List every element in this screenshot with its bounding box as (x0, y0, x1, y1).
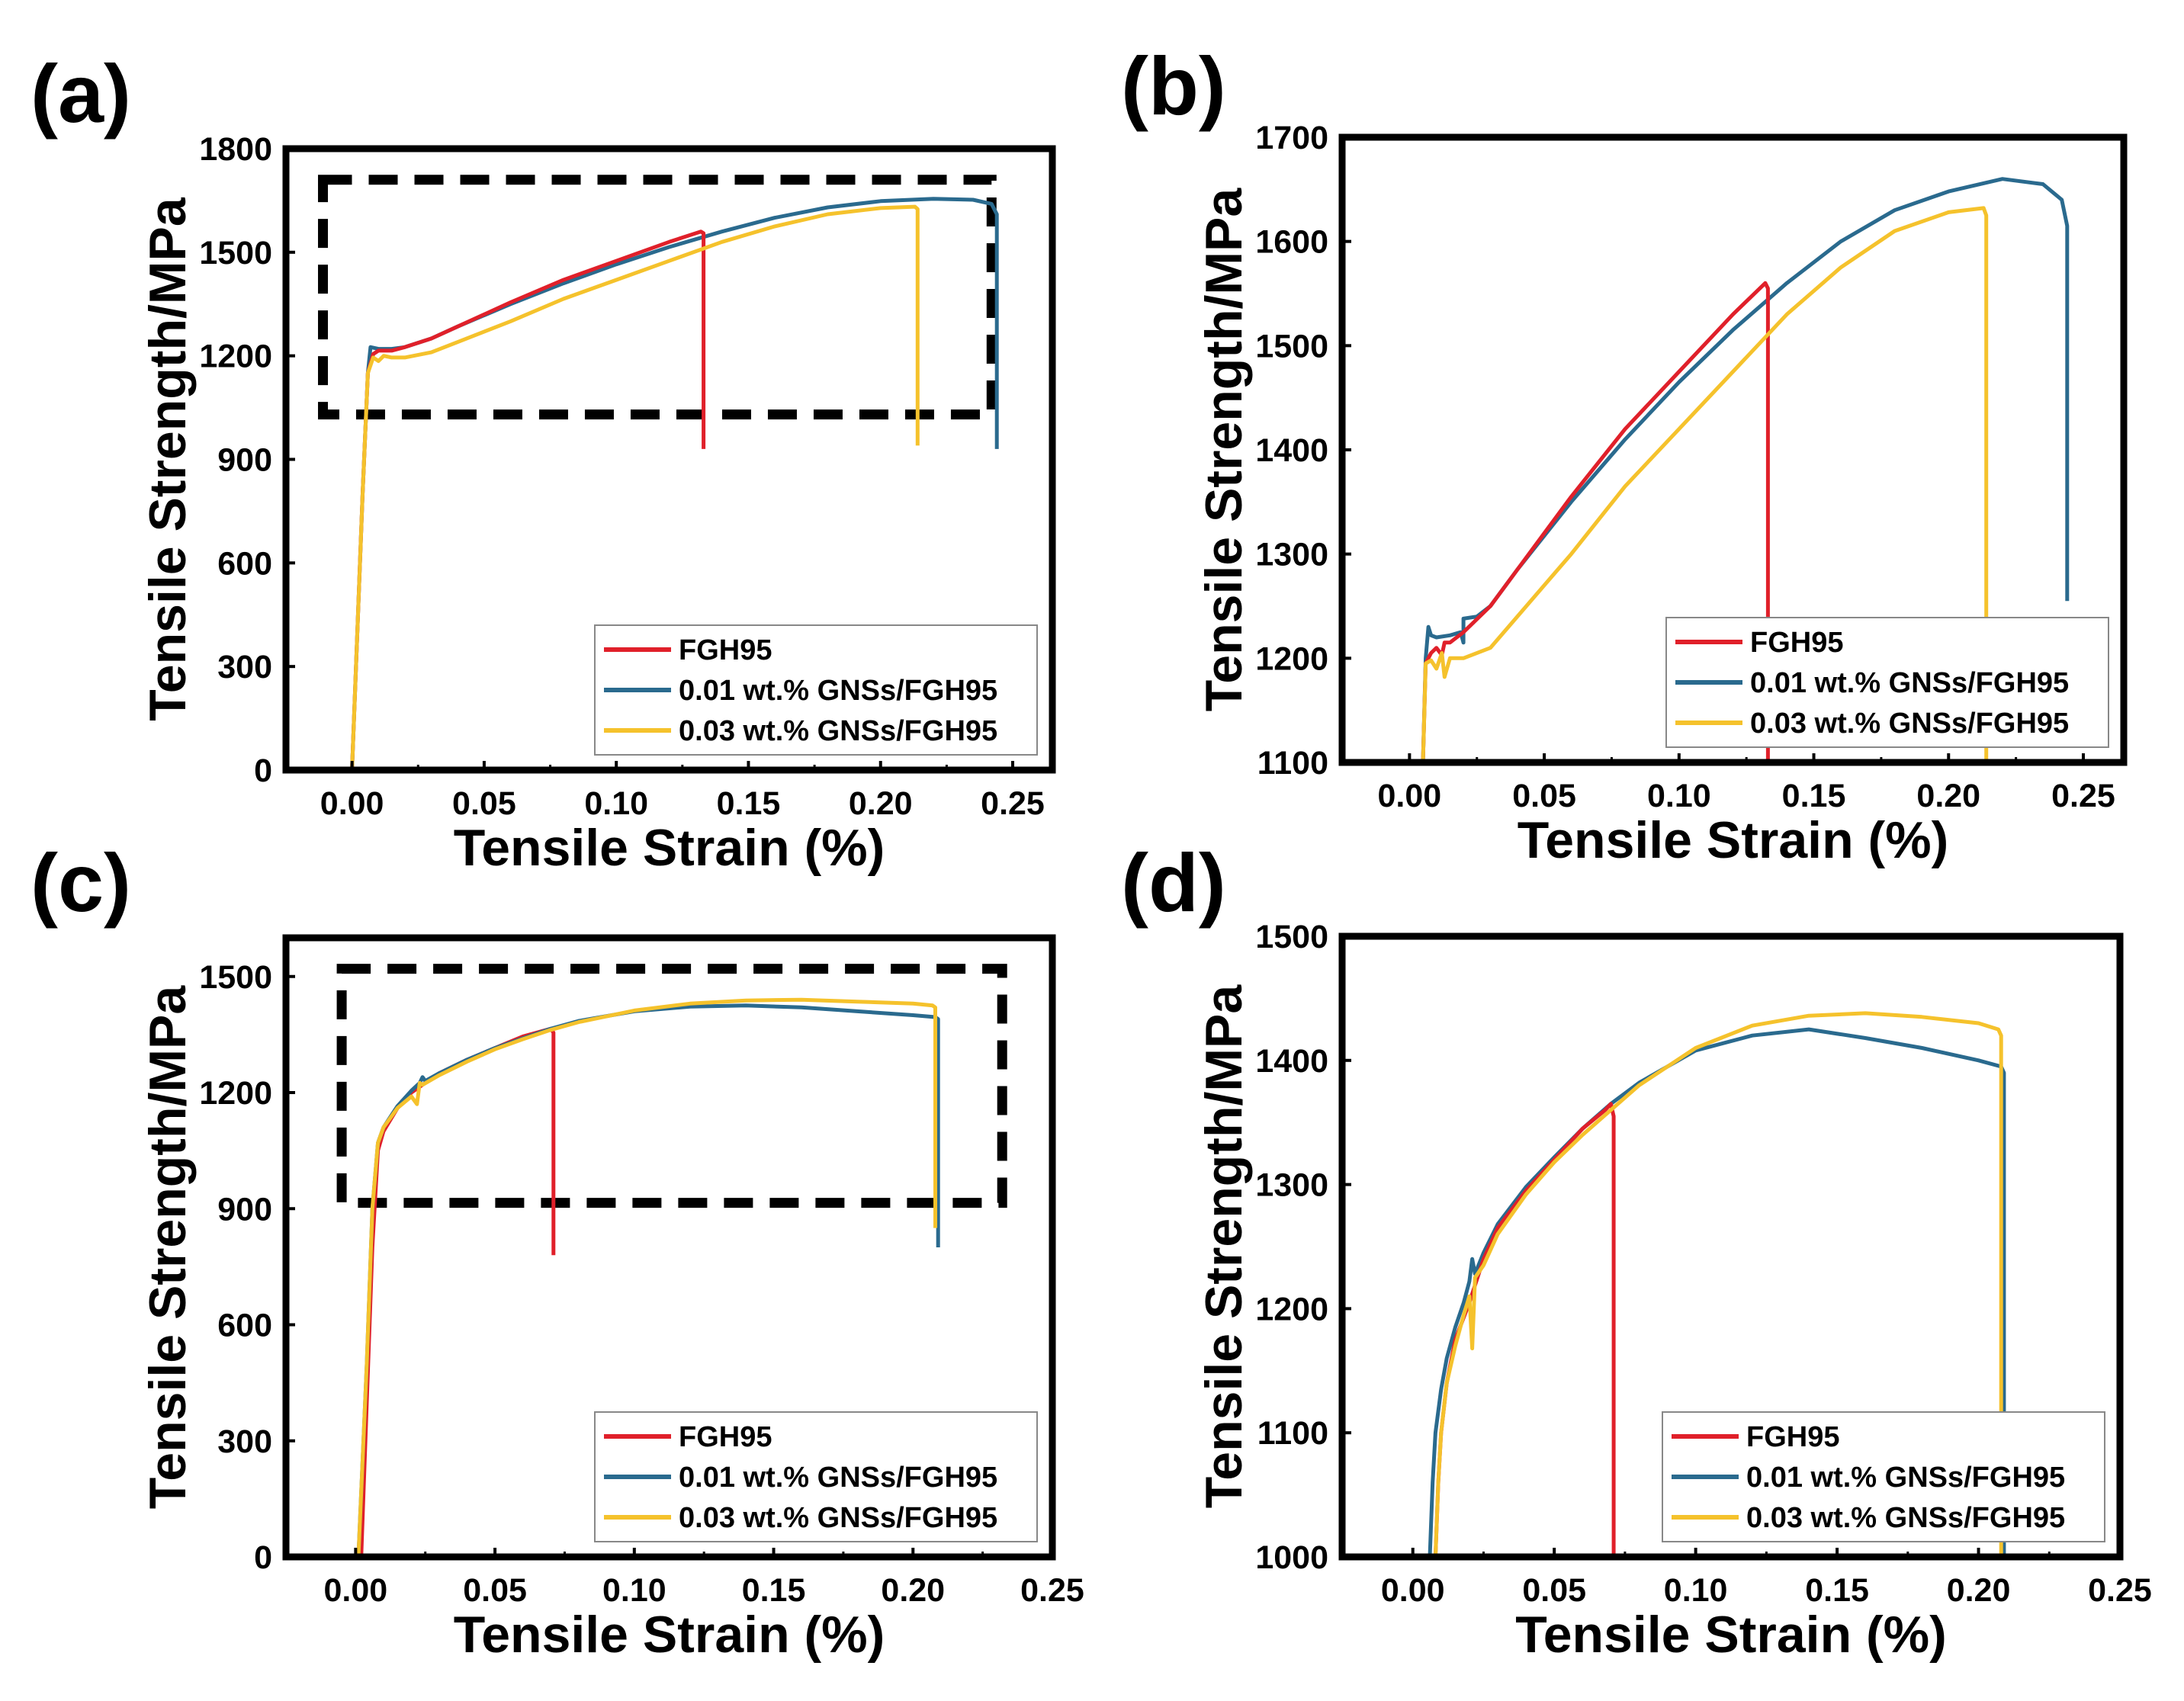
y-tick-label: 1400 (1255, 1043, 1328, 1080)
y-tick-label: 1000 (1255, 1539, 1328, 1576)
y-tick-label: 1500 (1255, 328, 1328, 364)
legend-label: 0.01 wt.% GNSs/FGH95 (1746, 1462, 2065, 1494)
y-tick-label: 1100 (1257, 745, 1328, 781)
y-tick-label: 1200 (1255, 640, 1328, 677)
legend-label: FGH95 (1750, 627, 1843, 659)
panel-letter: (b) (1121, 40, 1226, 132)
series-line-fgh95 (359, 1026, 556, 1557)
x-tick-label: 0.15 (1782, 778, 1846, 814)
x-tick-label: 0.20 (1916, 778, 1980, 814)
series-line-gns001 (1428, 1027, 2006, 1557)
y-axis-title: Tensile Strength/MPa (139, 985, 197, 1510)
legend-label: FGH95 (679, 1421, 772, 1453)
plot-frame (1338, 932, 2124, 1561)
panel-letter: (a) (31, 47, 131, 140)
x-axis-title: Tensile Strain (%) (454, 1606, 885, 1664)
x-tick-label: 0.20 (1947, 1572, 2011, 1609)
x-tick-label: 0.05 (452, 785, 516, 822)
panel-letter: (d) (1121, 836, 1226, 929)
chart-panel-1: (b) 0.00 0.05 0.10 0.15 0.20 0.25 1100 1200 1300 1… (1121, 40, 2128, 869)
series-line-gns003 (1433, 1011, 2003, 1557)
series-line-gns003 (356, 997, 937, 1557)
series-line-gns003 (350, 204, 920, 770)
legend: FGH95 0.01 wt.% GNSs/FGH95 0.03 wt.% GNSs/… (1662, 1411, 2105, 1542)
y-tick-label: 1300 (1255, 1167, 1328, 1204)
y-tick-label: 0 (254, 753, 272, 789)
y-tick-label: 300 (217, 1423, 272, 1460)
legend-label: FGH95 (1746, 1421, 1839, 1453)
x-tick-label: 0.15 (742, 1572, 806, 1609)
x-tick-label: 0.25 (2051, 778, 2115, 814)
y-axis-title: Tensile Strength/MPa (139, 197, 197, 721)
series-line-gns001 (1421, 177, 2070, 762)
x-tick-label: 0.20 (881, 1572, 945, 1609)
x-axis-title: Tensile Strain (%) (1518, 811, 1949, 869)
legend: FGH95 0.01 wt.% GNSs/FGH95 0.03 wt.% GNSs/… (1665, 617, 2109, 748)
x-axis-title: Tensile Strain (%) (454, 819, 885, 877)
x-tick-label: 0.10 (584, 785, 648, 822)
chart-panel-3: (d) 0.00 0.05 0.10 0.15 0.20 0.25 1000 1100 1200 1… (1121, 836, 2152, 1664)
y-tick-label: 1100 (1257, 1415, 1328, 1452)
x-tick-label: 0.15 (717, 785, 781, 822)
x-tick-label: 0.25 (1020, 1572, 1084, 1609)
x-tick-label: 0.05 (1512, 778, 1576, 814)
y-tick-label: 1800 (199, 131, 272, 168)
x-tick-label: 0.25 (981, 785, 1045, 822)
chart-panel-2: (c) 0.00 0.05 0.10 0.15 0.20 0.25 0 300 600 900 120… (31, 836, 1084, 1664)
y-tick-label: 1500 (199, 959, 272, 996)
y-tick-label: 1200 (199, 1075, 272, 1112)
x-tick-label: 0.05 (1522, 1572, 1586, 1609)
legend: FGH95 0.01 wt.% GNSs/FGH95 0.03 wt.% GNSs/… (594, 1411, 1038, 1542)
chart-panel-0: (a) 0.00 0.05 0.10 0.15 0.20 0.25 0 300 600 900 120… (31, 47, 1056, 877)
y-tick-label: 300 (217, 649, 272, 685)
y-tick-label: 600 (217, 1308, 272, 1344)
legend-label: 0.01 wt.% GNSs/FGH95 (1750, 667, 2069, 699)
plot-frame (282, 934, 1056, 1561)
x-tick-label: 0.00 (324, 1572, 388, 1609)
x-tick-label: 0.20 (849, 785, 913, 822)
series-line-fgh95 (1421, 281, 1770, 762)
y-tick-label: 1600 (1255, 224, 1328, 261)
zoom-region-box (318, 175, 997, 420)
x-tick-label: 0.10 (1647, 778, 1711, 814)
y-axis-title: Tensile Strength/MPa (1195, 984, 1253, 1509)
legend-label: 0.03 wt.% GNSs/FGH95 (1746, 1502, 2065, 1534)
y-tick-label: 1200 (1255, 1291, 1328, 1327)
legend-label: 0.01 wt.% GNSs/FGH95 (679, 1462, 997, 1494)
zoom-region-box (336, 964, 1007, 1208)
y-tick-label: 900 (217, 442, 272, 479)
y-tick-label: 1200 (199, 339, 272, 375)
y-tick-label: 900 (217, 1191, 272, 1228)
y-tick-label: 1500 (199, 235, 272, 271)
y-tick-label: 1400 (1255, 432, 1328, 469)
x-tick-label: 0.00 (1378, 778, 1442, 814)
series-line-fgh95 (1433, 1102, 1616, 1557)
x-tick-label: 0.05 (463, 1572, 527, 1609)
x-axis-title: Tensile Strain (%) (1515, 1606, 1947, 1664)
y-tick-label: 0 (254, 1539, 272, 1576)
x-tick-label: 0.10 (602, 1572, 666, 1609)
legend-label: 0.03 wt.% GNSs/FGH95 (679, 715, 997, 747)
y-tick-label: 1300 (1255, 537, 1328, 573)
x-tick-label: 0.00 (1381, 1572, 1445, 1609)
x-tick-label: 0.10 (1664, 1572, 1728, 1609)
y-tick-label: 1700 (1255, 120, 1328, 156)
series-line-gns003 (1421, 206, 1989, 762)
x-tick-label: 0.00 (320, 785, 384, 822)
y-tick-label: 600 (217, 545, 272, 582)
legend-label: 0.03 wt.% GNSs/FGH95 (1750, 708, 2069, 740)
y-tick-label: 1500 (1255, 919, 1328, 955)
legend-label: 0.01 wt.% GNSs/FGH95 (679, 675, 997, 707)
panel-letter: (c) (31, 836, 131, 929)
x-tick-label: 0.15 (1805, 1572, 1869, 1609)
legend-label: FGH95 (679, 634, 772, 666)
x-tick-label: 0.25 (2088, 1572, 2152, 1609)
series-line-gns001 (350, 197, 999, 770)
legend-label: 0.03 wt.% GNSs/FGH95 (679, 1502, 997, 1534)
legend: FGH95 0.01 wt.% GNSs/FGH95 0.03 wt.% GNSs/… (594, 624, 1038, 756)
y-axis-title: Tensile Strength/MPa (1195, 188, 1253, 712)
